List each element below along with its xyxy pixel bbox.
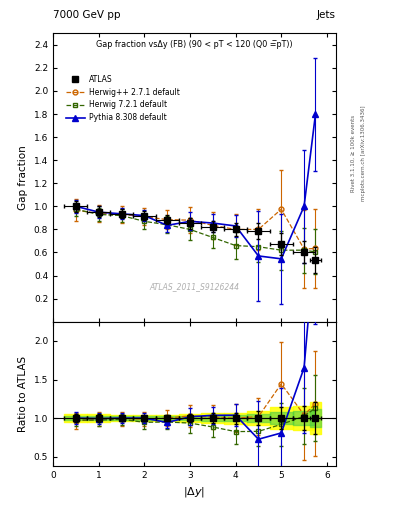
Legend: ATLAS, Herwig++ 2.7.1 default, Herwig 7.2.1 default, Pythia 8.308 default: ATLAS, Herwig++ 2.7.1 default, Herwig 7.… (62, 72, 182, 125)
X-axis label: $|\Delta y|$: $|\Delta y|$ (184, 485, 206, 499)
Y-axis label: Gap fraction: Gap fraction (18, 145, 28, 210)
Text: 7000 GeV pp: 7000 GeV pp (53, 10, 121, 20)
Text: Rivet 3.1.10, ≥ 100k events: Rivet 3.1.10, ≥ 100k events (351, 115, 356, 192)
Text: ATLAS_2011_S9126244: ATLAS_2011_S9126244 (149, 283, 240, 292)
Text: mcplots.cern.ch [arXiv:1306.3436]: mcplots.cern.ch [arXiv:1306.3436] (361, 106, 366, 201)
Text: Gap fraction vsΔy (FB) (90 < pT < 120 (Q0 =̅pT)): Gap fraction vsΔy (FB) (90 < pT < 120 (Q… (96, 40, 293, 50)
Y-axis label: Ratio to ATLAS: Ratio to ATLAS (18, 356, 28, 432)
Text: Jets: Jets (317, 10, 336, 20)
